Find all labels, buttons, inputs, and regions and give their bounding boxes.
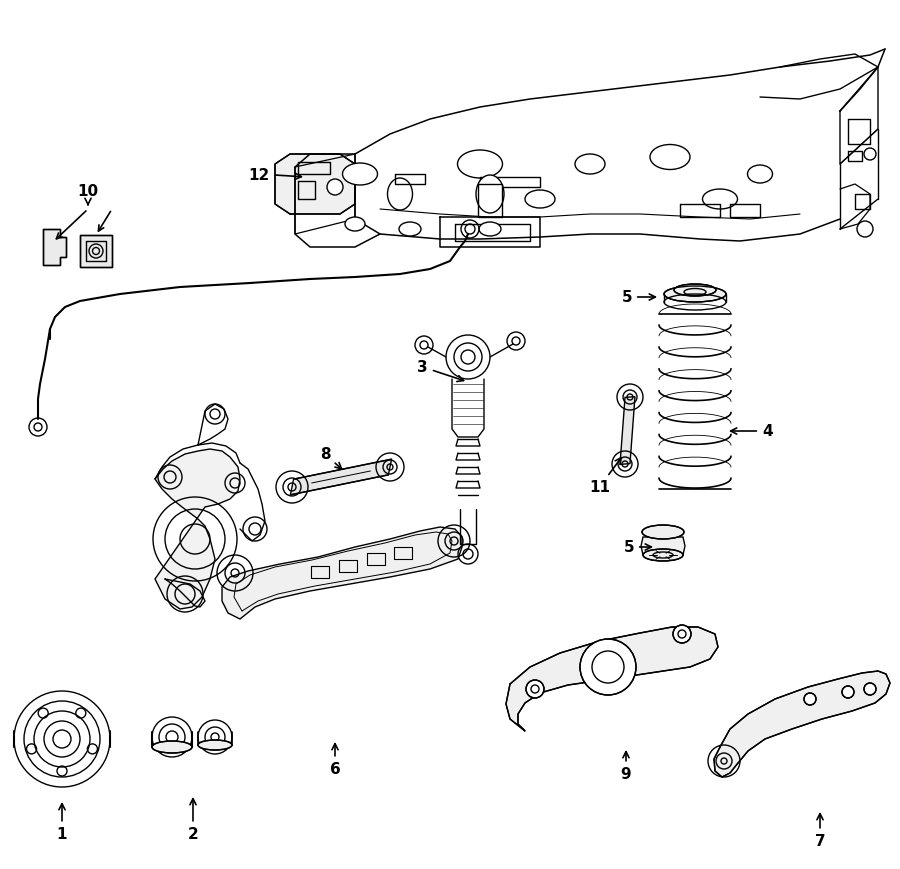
- Circle shape: [526, 680, 544, 698]
- Text: 3: 3: [418, 360, 464, 382]
- Polygon shape: [714, 671, 890, 777]
- Polygon shape: [620, 397, 635, 465]
- Polygon shape: [641, 537, 685, 555]
- Text: 1: 1: [57, 804, 68, 841]
- Ellipse shape: [152, 741, 192, 753]
- Ellipse shape: [642, 526, 684, 540]
- Ellipse shape: [575, 155, 605, 175]
- Polygon shape: [155, 449, 240, 609]
- Text: 6: 6: [329, 744, 340, 777]
- Polygon shape: [506, 627, 718, 731]
- Circle shape: [842, 687, 854, 698]
- Text: 8: 8: [320, 447, 341, 469]
- Circle shape: [673, 626, 691, 643]
- Text: 2: 2: [187, 799, 198, 841]
- Ellipse shape: [525, 191, 555, 209]
- Ellipse shape: [650, 145, 690, 170]
- Text: 5: 5: [624, 540, 652, 555]
- Polygon shape: [275, 155, 355, 215]
- Text: 4: 4: [731, 424, 772, 439]
- Polygon shape: [80, 235, 112, 268]
- Text: 5: 5: [621, 290, 655, 305]
- Ellipse shape: [703, 189, 737, 209]
- Ellipse shape: [345, 218, 365, 232]
- Ellipse shape: [388, 179, 412, 211]
- Text: 7: 7: [814, 813, 825, 848]
- Text: 12: 12: [248, 168, 302, 182]
- Ellipse shape: [674, 285, 716, 296]
- Ellipse shape: [643, 549, 683, 561]
- Ellipse shape: [479, 222, 501, 236]
- Ellipse shape: [343, 164, 377, 186]
- Ellipse shape: [664, 287, 726, 302]
- Polygon shape: [43, 229, 66, 266]
- Ellipse shape: [198, 740, 232, 750]
- Text: 9: 9: [621, 752, 631, 781]
- Ellipse shape: [457, 151, 502, 179]
- Polygon shape: [291, 460, 392, 495]
- Circle shape: [580, 640, 636, 695]
- Circle shape: [327, 180, 343, 196]
- Circle shape: [864, 683, 876, 695]
- Text: 11: 11: [589, 458, 621, 495]
- Polygon shape: [222, 527, 462, 620]
- Ellipse shape: [476, 176, 504, 214]
- Circle shape: [804, 693, 816, 705]
- Text: 10: 10: [77, 184, 99, 205]
- Ellipse shape: [748, 166, 772, 183]
- Ellipse shape: [399, 222, 421, 236]
